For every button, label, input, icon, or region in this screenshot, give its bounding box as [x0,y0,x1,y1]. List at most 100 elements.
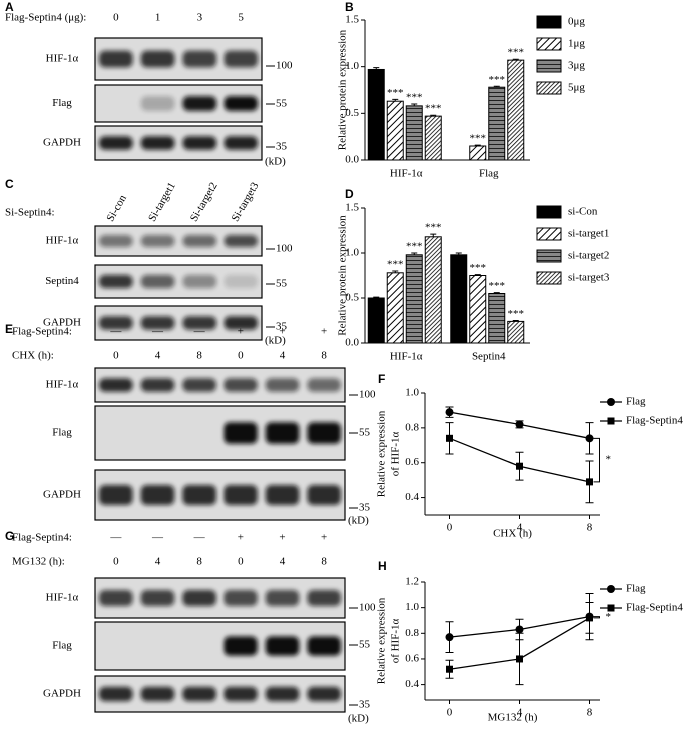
lane-label: + [321,532,327,544]
band [224,686,258,702]
error-bar [430,233,437,237]
bar [367,68,385,161]
lane-header-label: CHX (h): [12,350,54,362]
error-bar [430,114,437,117]
significance-label: *** [489,74,506,86]
row-label: Septin4 [45,275,79,287]
panel-label: A [5,0,14,14]
legend-label: 0μg [568,16,585,28]
legend-swatch [536,205,562,219]
blot-box [94,405,346,461]
row-label: HIF-1α [46,379,79,391]
lane-label: 0 [113,12,119,24]
y-tick-label: 1.0 [345,247,359,259]
band [307,485,341,505]
band [265,422,300,444]
lane-label: — [193,326,206,338]
error-bar [373,296,380,298]
legend-label: Flag-Septin4 [626,602,683,614]
band [224,590,258,606]
lane-label: 0 [113,350,119,362]
band [140,590,175,606]
x-tick-label: Septin4 [472,351,506,363]
bar [488,293,506,344]
bar [386,100,404,161]
x-tick-label: 4 [517,707,523,719]
lane-label: Si-target2 [188,180,220,223]
band [224,96,258,111]
significance-label: *** [489,280,506,292]
significance-bracket [593,437,600,483]
x-tick-label: Flag [479,168,499,180]
y-axis-label: Relative protein expression [337,215,349,336]
band [140,274,175,289]
band [265,686,300,702]
row-label: GAPDH [43,317,81,329]
significance-label: *** [470,262,487,274]
y-tick-label: 0.6 [405,652,419,664]
lane-label: Si-target3 [230,180,262,224]
x-tick-label: 8 [587,707,593,719]
point [516,655,523,663]
lane-label: 0 [113,556,119,568]
significance-label: *** [470,133,487,145]
band [99,485,133,505]
blot-box [94,621,346,671]
band [182,96,217,111]
point [446,665,453,673]
band [99,378,133,392]
legend-swatch [536,271,562,285]
lane-label: 4 [155,350,161,362]
lane-label: 4 [280,556,286,568]
lane-label: 8 [321,350,327,362]
lane-label: 8 [196,556,202,568]
y-axis-label: Relative expression [376,597,388,684]
error-bar [392,98,399,102]
band [265,485,300,505]
marker-label: 55 [359,639,371,651]
legend-label: si-Con [568,206,598,218]
legend-marker [607,417,615,425]
band [224,274,258,289]
marker-label: 55 [276,278,288,290]
lane-label: + [321,326,327,338]
legend-swatch [536,37,562,51]
panel-label: F [378,372,385,386]
row-label: GAPDH [43,688,81,700]
band [307,636,341,656]
unit-label: (kD) [348,515,369,527]
lane-label: 5 [238,12,244,24]
marker-label: 35 [276,321,288,333]
band [182,136,217,150]
significance-label: * [606,611,612,623]
band [140,485,175,505]
band [182,590,216,606]
marker-label: 35 [359,699,371,711]
band [265,636,300,656]
bar [507,59,525,161]
legend-marker [607,585,615,593]
bar [386,272,404,344]
lane-label: — [109,326,122,338]
legend-label: 3μg [568,60,585,72]
band [224,136,258,150]
y-tick-label: 0.4 [405,491,419,503]
legend-swatch [536,249,562,263]
marker-label: 100 [359,389,376,401]
band [182,686,216,702]
legend-label: Flag-Septin4 [626,415,683,427]
x-tick-label: 0 [447,707,453,719]
y-axis-label: Relative protein expression [337,29,349,150]
error-bar [512,320,519,322]
band [99,590,133,606]
band [140,378,175,392]
bar [488,86,506,161]
band [265,590,300,606]
y-tick-label: 0.4 [405,678,419,690]
y-tick-label: 0.8 [405,627,419,639]
panel-label: G [5,529,14,543]
error-bar [493,85,500,88]
lane-label: 0 [238,350,244,362]
error-bar [512,58,519,61]
